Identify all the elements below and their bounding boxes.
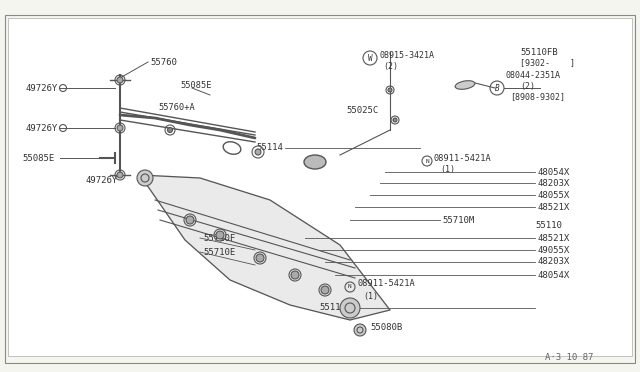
Text: W: W — [368, 54, 372, 62]
Circle shape — [216, 231, 224, 239]
Text: 08915-3421A: 08915-3421A — [380, 51, 435, 60]
Text: [9302-    ]: [9302- ] — [520, 58, 575, 67]
Text: 55760: 55760 — [150, 58, 177, 67]
Circle shape — [354, 324, 366, 336]
Text: 55110: 55110 — [535, 221, 562, 230]
Circle shape — [321, 286, 329, 294]
Text: 48203X: 48203X — [537, 179, 569, 187]
Text: 55110FB: 55110FB — [520, 48, 557, 57]
Circle shape — [255, 149, 261, 155]
Text: 55085E: 55085E — [180, 80, 211, 90]
Text: 55080B: 55080B — [370, 324, 403, 333]
Text: N: N — [425, 158, 429, 164]
Text: (1): (1) — [363, 292, 378, 301]
Text: (2): (2) — [520, 81, 535, 90]
Circle shape — [256, 254, 264, 262]
Circle shape — [117, 172, 123, 178]
Text: 49726Y: 49726Y — [25, 83, 57, 93]
Text: (1): (1) — [440, 164, 455, 173]
Text: 49055X: 49055X — [537, 246, 569, 254]
Circle shape — [186, 216, 194, 224]
Circle shape — [168, 128, 173, 132]
Ellipse shape — [455, 81, 475, 89]
Circle shape — [388, 88, 392, 92]
Text: 55025C: 55025C — [346, 106, 378, 115]
Text: 49726Y: 49726Y — [25, 124, 57, 132]
Circle shape — [137, 170, 153, 186]
FancyBboxPatch shape — [8, 18, 632, 356]
Text: 48521X: 48521X — [537, 202, 569, 212]
Polygon shape — [140, 175, 390, 320]
Text: 55710E: 55710E — [203, 247, 236, 257]
Text: 48521X: 48521X — [537, 234, 569, 243]
Text: 08911-5421A: 08911-5421A — [434, 154, 492, 163]
Text: 49726Y: 49726Y — [85, 176, 117, 185]
Text: 55710F: 55710F — [203, 234, 236, 243]
Text: 55085E: 55085E — [22, 154, 54, 163]
Text: (2): (2) — [383, 61, 398, 71]
Circle shape — [117, 77, 123, 83]
Circle shape — [117, 125, 123, 131]
Text: 55710M: 55710M — [442, 215, 474, 224]
Text: A·3 10 87: A·3 10 87 — [545, 353, 593, 362]
Text: 48055X: 48055X — [537, 190, 569, 199]
Text: 55760+A: 55760+A — [158, 103, 195, 112]
Text: 48054X: 48054X — [537, 167, 569, 176]
Text: 55114: 55114 — [319, 304, 346, 312]
Text: N: N — [348, 285, 352, 289]
Ellipse shape — [304, 155, 326, 169]
Circle shape — [340, 298, 360, 318]
Circle shape — [393, 118, 397, 122]
Text: 55114: 55114 — [256, 142, 283, 151]
Text: B: B — [495, 83, 499, 93]
Text: 48203X: 48203X — [537, 257, 569, 266]
Text: [8908-9302]: [8908-9302] — [510, 93, 565, 102]
Text: 48054X: 48054X — [537, 270, 569, 279]
Text: 08044-2351A: 08044-2351A — [505, 71, 560, 80]
Text: 08911-5421A: 08911-5421A — [357, 279, 415, 289]
Circle shape — [291, 271, 299, 279]
